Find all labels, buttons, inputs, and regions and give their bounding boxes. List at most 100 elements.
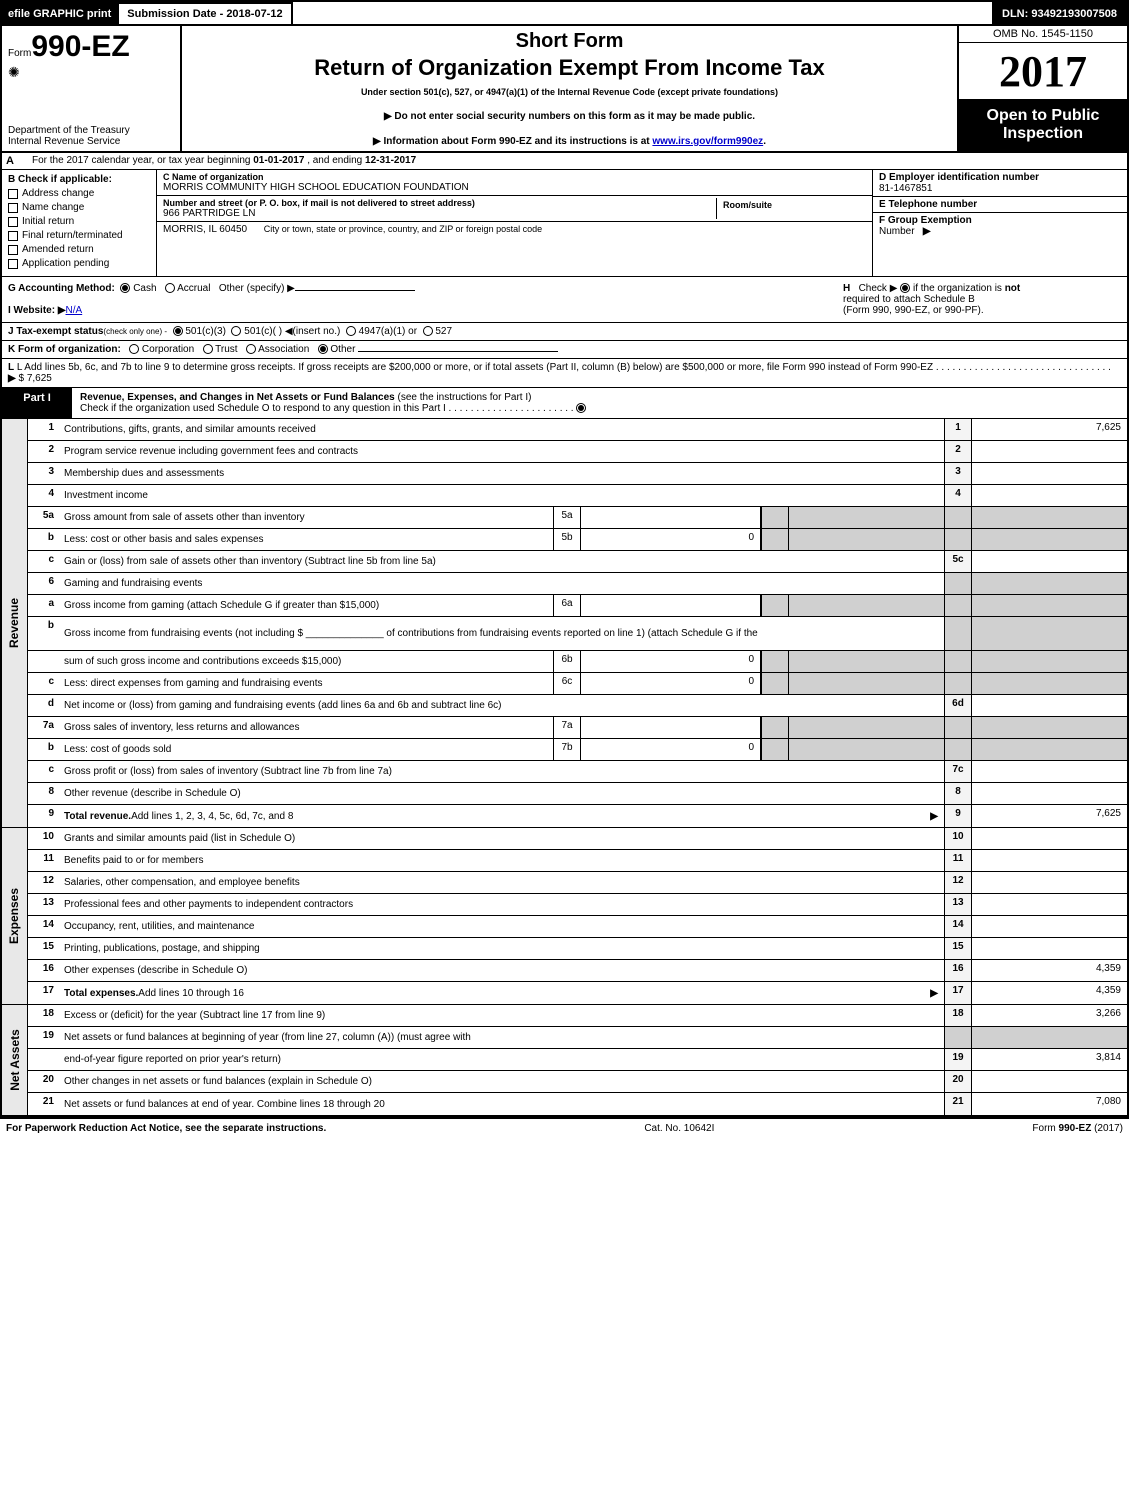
right-shade-val — [972, 673, 1127, 694]
revenue-side-text: Revenue — [8, 598, 22, 648]
chk-application-pending[interactable]: Application pending — [8, 258, 150, 269]
right-line-value: 3,266 — [972, 1005, 1127, 1026]
chk-initial-return[interactable]: Initial return — [8, 216, 150, 227]
chk-final-return[interactable]: Final return/terminated — [8, 230, 150, 241]
row-k: K Form of organization: Corporation Trus… — [2, 341, 1127, 359]
right-line-number: 4 — [944, 485, 972, 506]
right-line-number — [761, 651, 789, 672]
right-line-number: 12 — [944, 872, 972, 893]
g-opt1: Cash — [133, 283, 156, 294]
j-opt4: 527 — [435, 326, 452, 337]
f-label2: Number — [879, 226, 915, 237]
right-line-value: 7,080 — [972, 1093, 1127, 1115]
website-value[interactable]: N/A — [66, 305, 83, 316]
section-g: G Accounting Method: Cash Accrual Other … — [2, 277, 837, 322]
mid-line-number: 6c — [553, 673, 581, 694]
open-pub-2: Inspection — [963, 125, 1123, 143]
mid-line-value: 0 — [581, 673, 761, 694]
expenses-side-text: Expenses — [8, 888, 22, 944]
j-opt2: 501(c)( ) — [244, 326, 282, 337]
line-description: Total expenses. Add lines 10 through 16▶ — [58, 982, 944, 1004]
radio-527[interactable] — [423, 326, 433, 336]
right-line-number: 9 — [944, 805, 972, 827]
mid-line-number: 6b — [553, 651, 581, 672]
line-number: b — [28, 529, 58, 550]
line-description: Gross income from gaming (attach Schedul… — [58, 595, 553, 616]
h-text4: required to attach Schedule B — [843, 294, 975, 305]
submission-date: Submission Date - 2018-07-12 — [117, 2, 292, 26]
g-opt3: Other (specify) ▶ — [219, 283, 295, 294]
under-section-text: Under section 501(c), 527, or 4947(a)(1)… — [192, 87, 947, 97]
radio-corp[interactable] — [129, 344, 139, 354]
radio-assoc[interactable] — [246, 344, 256, 354]
irs-link[interactable]: www.irs.gov/form990ez — [652, 136, 763, 147]
radio-trust[interactable] — [203, 344, 213, 354]
row-gh: G Accounting Method: Cash Accrual Other … — [2, 277, 1127, 323]
line-row: end-of-year figure reported on prior yea… — [28, 1049, 1127, 1071]
right-line-number: 6d — [944, 695, 972, 716]
radio-501c[interactable] — [231, 326, 241, 336]
k-opt1: Corporation — [142, 344, 194, 355]
g-other-line[interactable] — [295, 290, 415, 291]
line-row: 1Contributions, gifts, grants, and simil… — [28, 419, 1127, 441]
right-shade-val — [972, 717, 1127, 738]
line-number: 21 — [28, 1093, 58, 1115]
h-text1: Check ▶ — [859, 283, 898, 294]
line-number: 9 — [28, 805, 58, 827]
footer-right-pre: Form — [1032, 1123, 1058, 1134]
line-row: 17Total expenses. Add lines 10 through 1… — [28, 982, 1127, 1004]
right-line-number — [761, 529, 789, 550]
chk-amended-return[interactable]: Amended return — [8, 244, 150, 255]
checkbox-icon — [8, 231, 18, 241]
radio-accrual[interactable] — [165, 283, 175, 293]
radio-501c3[interactable] — [173, 326, 183, 336]
chk-address-change[interactable]: Address change — [8, 188, 150, 199]
header-right: OMB No. 1545-1150 2017 Open to Public In… — [957, 26, 1127, 151]
right-line-number: 2 — [944, 441, 972, 462]
line-row: sum of such gross income and contributio… — [28, 651, 1127, 673]
line-description: Gross sales of inventory, less returns a… — [58, 717, 553, 738]
c-city-label: City or town, state or province, country… — [264, 224, 542, 234]
header-middle: Short Form Return of Organization Exempt… — [182, 26, 957, 151]
short-form-title: Short Form — [192, 30, 947, 53]
line-number: 8 — [28, 783, 58, 804]
org-name: MORRIS COMMUNITY HIGH SCHOOL EDUCATION F… — [163, 182, 866, 193]
line-description: Benefits paid to or for members — [58, 850, 944, 871]
chk-name-change[interactable]: Name change — [8, 202, 150, 213]
line-description: Grants and similar amounts paid (list in… — [58, 828, 944, 849]
radio-4947[interactable] — [346, 326, 356, 336]
line-row: 11Benefits paid to or for members11 — [28, 850, 1127, 872]
radio-h[interactable] — [900, 283, 910, 293]
part1-checkbox[interactable] — [576, 403, 586, 413]
line-description: Gross profit or (loss) from sales of inv… — [58, 761, 944, 782]
c-street-box: Number and street (or P. O. box, if mail… — [157, 196, 872, 222]
line-number: 16 — [28, 960, 58, 981]
line-number: 13 — [28, 894, 58, 915]
radio-other[interactable] — [318, 344, 328, 354]
i-pre: I Website: ▶ — [8, 305, 66, 316]
line-number: 5a — [28, 507, 58, 528]
k-other-line[interactable] — [358, 351, 558, 352]
footer-right: Form 990-EZ (2017) — [1032, 1123, 1123, 1134]
right-line-value — [972, 1027, 1127, 1048]
right-line-value — [972, 441, 1127, 462]
return-title: Return of Organization Exempt From Incom… — [192, 55, 947, 81]
open-pub-1: Open to Public — [963, 107, 1123, 125]
section-h: H Check ▶ if the organization is not req… — [837, 277, 1127, 322]
right-line-value — [972, 761, 1127, 782]
right-line-number: 19 — [944, 1049, 972, 1070]
j-small: (check only one) - — [103, 327, 167, 336]
right-line-value — [972, 573, 1127, 594]
mid-line-value: 0 — [581, 739, 761, 760]
right-line-value — [789, 529, 944, 550]
checkbox-icon — [8, 259, 18, 269]
radio-cash[interactable] — [120, 283, 130, 293]
revenue-section: Revenue 1Contributions, gifts, grants, a… — [2, 419, 1127, 828]
right-line-number — [761, 673, 789, 694]
line-description: Other expenses (describe in Schedule O) — [58, 960, 944, 981]
right-shade — [944, 651, 972, 672]
arrow-icon: ▶ — [922, 811, 938, 822]
efile-print-button[interactable]: efile GRAPHIC print — [2, 2, 117, 26]
d-label: D Employer identification number — [879, 172, 1121, 183]
instructions-line: ▶ Information about Form 990-EZ and its … — [192, 136, 947, 147]
